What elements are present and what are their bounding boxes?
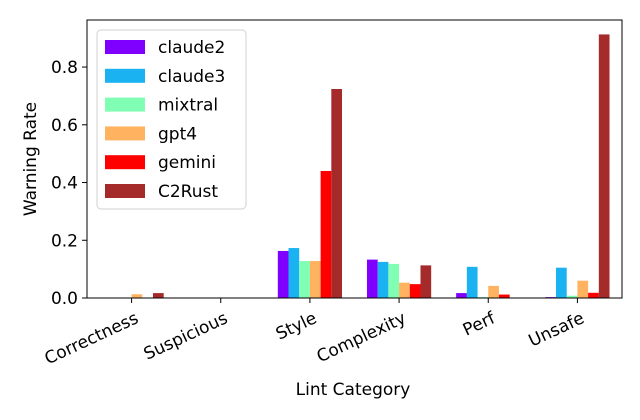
x-axis-label: Lint Category	[296, 380, 411, 400]
y-tick-label: 0.0	[51, 289, 78, 309]
bar	[566, 295, 578, 298]
bar	[466, 266, 478, 298]
x-tick-label: Style	[273, 308, 320, 344]
legend-swatch	[105, 184, 145, 198]
bar	[152, 293, 164, 298]
plot-frame	[86, 19, 623, 299]
bar	[377, 261, 389, 298]
bar	[488, 285, 499, 298]
legend-swatch	[105, 68, 145, 83]
bar	[409, 284, 421, 298]
bar	[299, 261, 310, 298]
bar	[331, 88, 343, 298]
y-tick-label: 0.2	[51, 231, 78, 251]
x-tick-label: Suspicious	[141, 308, 231, 364]
bar	[399, 282, 410, 298]
bar	[556, 267, 567, 298]
y-tick-label: 0.4	[51, 174, 78, 194]
legend-label: mixtral	[158, 96, 218, 116]
x-tick-label: Correctness	[42, 308, 142, 369]
legend-swatch	[105, 40, 145, 54]
bar	[288, 248, 300, 298]
x-tick-label: Complexity	[314, 308, 409, 367]
y-axis-label: Warning Rate	[21, 102, 41, 216]
bar	[366, 259, 378, 298]
bar	[456, 293, 467, 298]
bar	[577, 280, 589, 298]
bar	[420, 265, 432, 298]
bar	[598, 34, 610, 299]
x-tick-label: Perf	[460, 308, 499, 341]
legend-label: C2Rust	[158, 182, 218, 202]
bar	[309, 261, 321, 298]
legend-label: gemini	[158, 153, 216, 173]
legend-swatch	[105, 126, 145, 141]
bar	[320, 170, 332, 298]
x-tick-label: Unsafe	[526, 308, 588, 351]
legend-label: gpt4	[158, 124, 197, 144]
y-tick-label: 0.8	[51, 58, 78, 78]
legend-swatch	[105, 97, 145, 112]
y-tick-label: 0.6	[51, 116, 78, 136]
bar	[498, 294, 510, 298]
legend-swatch	[105, 155, 145, 170]
bar	[388, 263, 400, 298]
bar	[277, 250, 289, 298]
legend-label: claude2	[158, 38, 225, 58]
legend-label: claude3	[158, 67, 225, 87]
bar	[131, 294, 143, 298]
bar	[588, 292, 599, 298]
